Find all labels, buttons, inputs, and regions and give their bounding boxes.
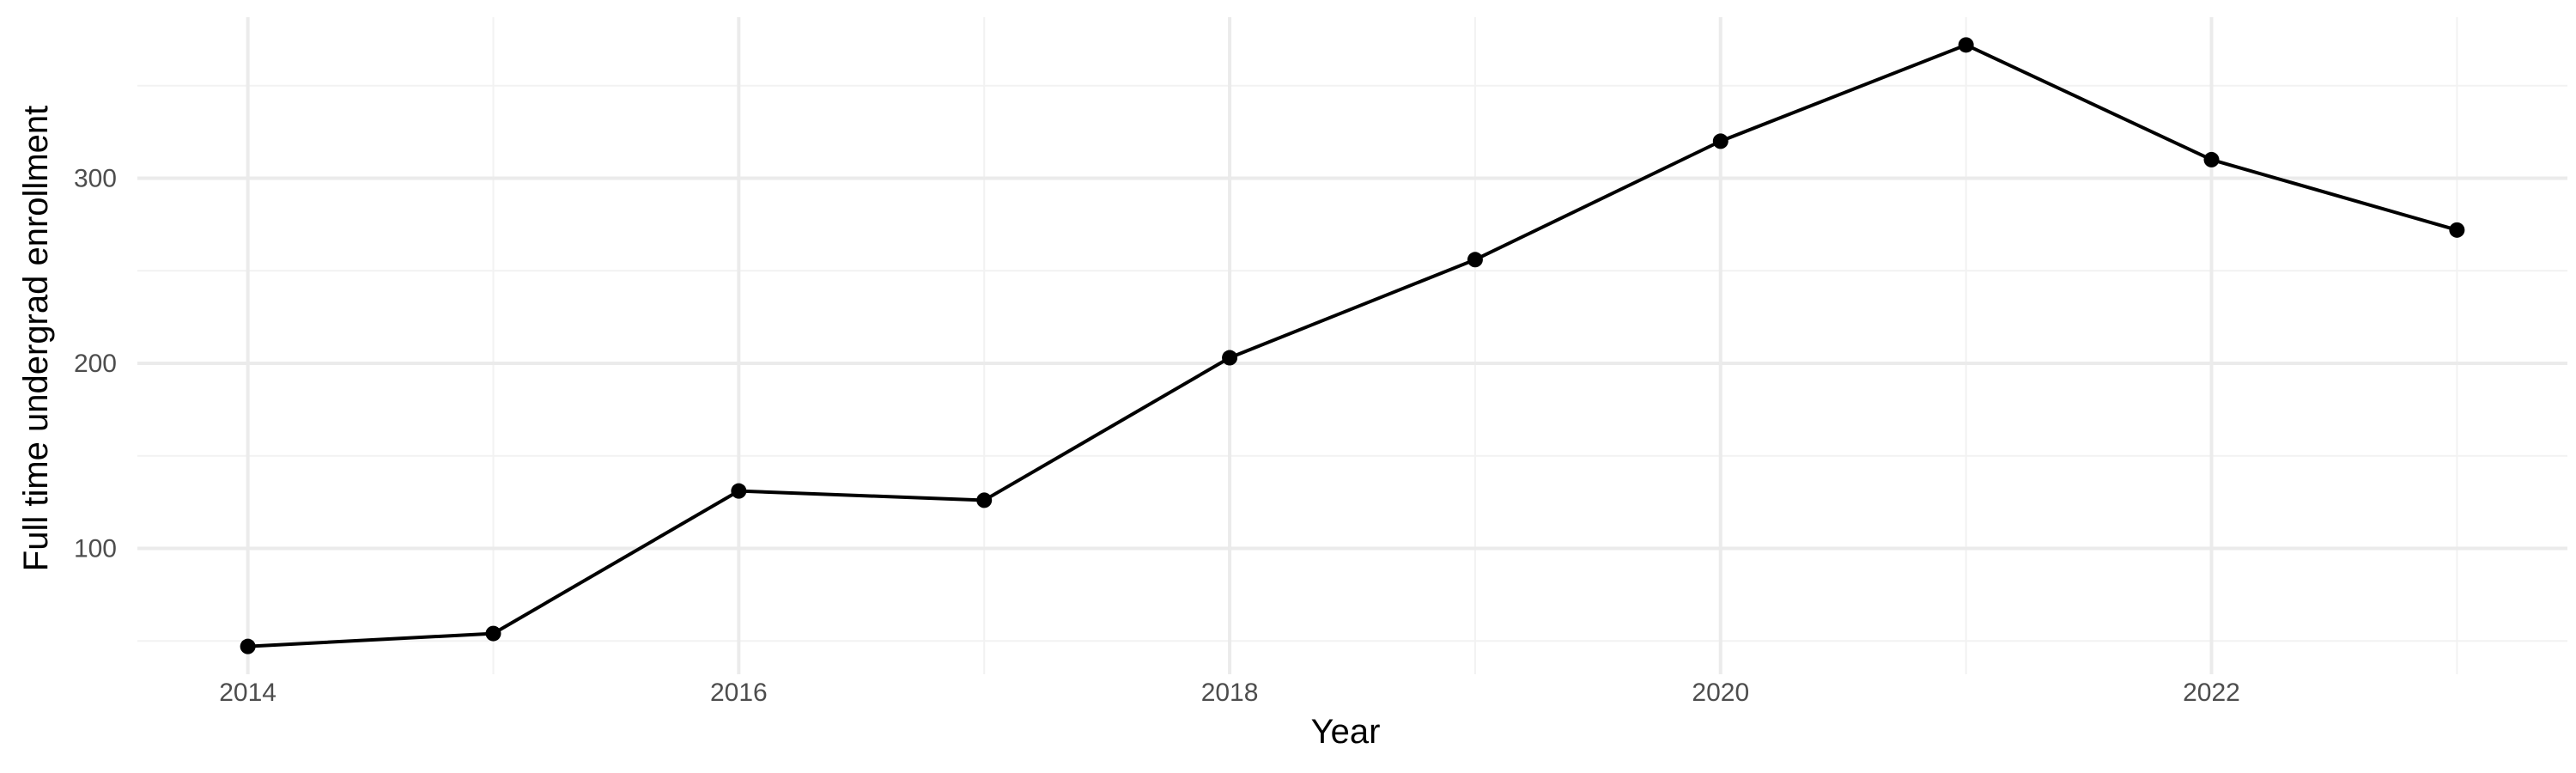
x-tick-label: 2020: [1692, 679, 1749, 707]
data-point: [976, 492, 993, 508]
x-tick-labels: 2014 2016 2018 2020 2022: [219, 679, 2240, 707]
x-tick-label: 2022: [2183, 679, 2240, 707]
x-tick-label: 2018: [1201, 679, 1259, 707]
y-tick-label: 100: [74, 534, 117, 563]
data-point: [1712, 133, 1728, 149]
y-axis-title: Full time undergrad enrollment: [17, 106, 55, 571]
data-point: [1958, 37, 1974, 53]
y-tick-label: 300: [74, 164, 117, 192]
major-grid: [137, 17, 2567, 674]
data-point: [2449, 222, 2465, 238]
minor-grid: [137, 17, 2567, 674]
data-points: [240, 37, 2465, 654]
data-series: [246, 43, 2459, 648]
y-tick-labels: 100 200 300: [74, 164, 117, 563]
y-tick-label: 200: [74, 350, 117, 378]
data-point: [1467, 252, 1483, 268]
data-point: [240, 638, 256, 654]
data-point: [2203, 151, 2220, 167]
data-point: [731, 483, 747, 499]
enrollment-line: [246, 43, 2459, 648]
x-axis-title: Year: [1311, 713, 1381, 751]
x-tick-label: 2016: [710, 679, 768, 707]
data-point: [1222, 350, 1238, 366]
data-point: [485, 625, 501, 642]
x-tick-label: 2014: [219, 679, 276, 707]
